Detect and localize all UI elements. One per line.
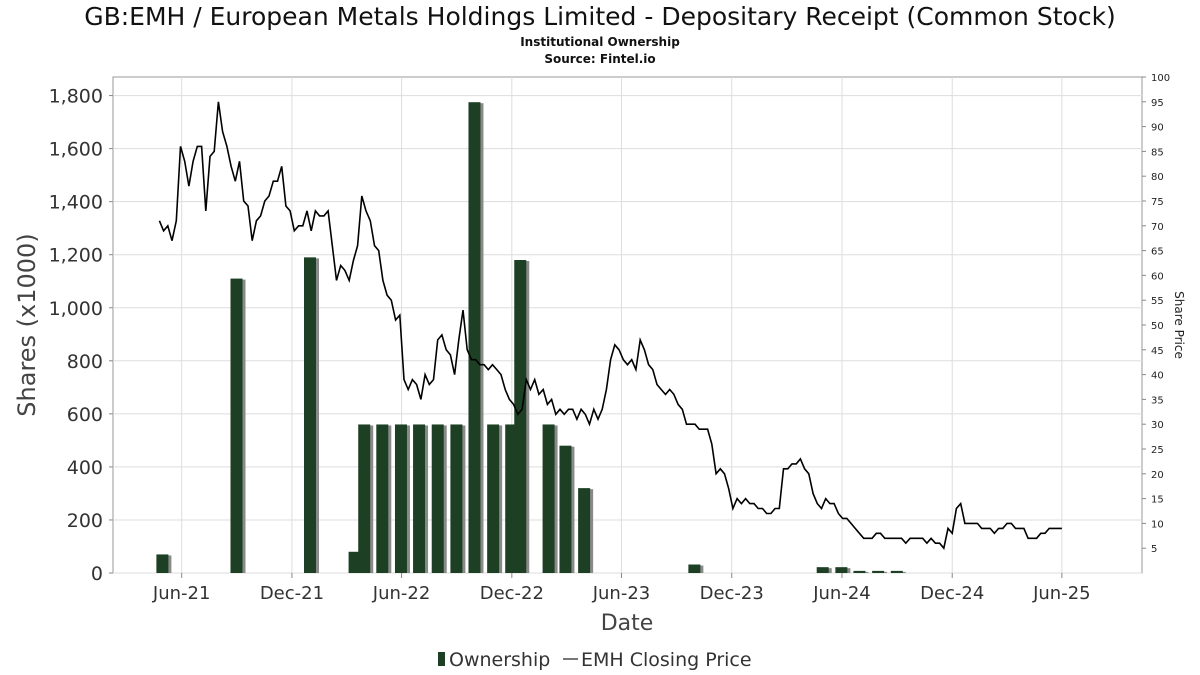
legend: Ownership EMH Closing Price (438, 649, 752, 671)
y2-tick-label: 30 (1151, 420, 1164, 431)
y2-tick-label: 90 (1151, 123, 1164, 134)
ownership-bar (816, 567, 829, 573)
ownership-bar (450, 424, 463, 573)
y2-tick-label: 50 (1151, 321, 1164, 332)
y-tick-label: 1,600 (49, 139, 103, 161)
ownership-bar (872, 570, 885, 573)
ownership-bars (156, 102, 906, 573)
y-tick-label: 1,800 (49, 86, 103, 108)
y2-tick-label: 65 (1151, 247, 1164, 258)
y-tick-label: 400 (67, 457, 103, 479)
ownership-bar (348, 551, 361, 573)
ownership-bar (542, 424, 555, 573)
x-tick-label: Jun-22 (372, 583, 431, 604)
y2-tick-label: 20 (1151, 470, 1164, 481)
x-tick-label: Dec-21 (260, 583, 324, 604)
y2-tick-label: 15 (1151, 495, 1164, 506)
price-line (158, 101, 1062, 550)
y-tick-label: 1,200 (49, 245, 103, 267)
ownership-bar (376, 424, 389, 573)
ownership-bar (468, 102, 481, 573)
x-tick-label: Dec-22 (480, 583, 544, 604)
x-axis-title: Date (601, 611, 654, 636)
x-tick-label: Dec-23 (700, 583, 764, 604)
legend-ownership-swatch (438, 652, 445, 666)
ownership-bar (505, 424, 518, 573)
y-tick-label: 200 (67, 510, 103, 532)
ownership-bar (514, 260, 527, 573)
ownership-bar (578, 488, 591, 573)
x-tick-label: Jun-24 (812, 583, 871, 604)
y2-axis-title: Share Price (1172, 291, 1186, 359)
ownership-bar (304, 257, 317, 573)
chart-subtitle: Institutional Ownership (520, 35, 680, 49)
plot-area (112, 76, 1143, 574)
y2-tick-label: 85 (1151, 147, 1164, 158)
grid-lines (113, 77, 1142, 574)
x-tick-label: Dec-24 (920, 583, 984, 604)
x-tick-label: Jun-21 (152, 583, 211, 604)
y-tick-label: 600 (67, 404, 103, 426)
y-axis-left-ticks: 0 200 400 600 800 1,000 1,200 1,400 1,600 1,800 (49, 86, 113, 585)
y2-tick-label: 100 (1151, 73, 1170, 84)
y2-tick-label: 40 (1151, 371, 1164, 382)
y2-tick-label: 75 (1151, 197, 1164, 208)
ownership-bar (688, 564, 701, 573)
ownership-bar (559, 445, 572, 573)
y2-tick-label: 55 (1151, 296, 1164, 307)
y-tick-label: 800 (67, 351, 103, 373)
y-axis-right-ticks: 5 10 15 20 25 30 35 40 45 50 55 60 65 70 75 80 85 90 95 100 (1142, 73, 1170, 555)
y-tick-label: 0 (91, 563, 103, 585)
y2-tick-label: 25 (1151, 445, 1164, 456)
y2-tick-label: 10 (1151, 519, 1164, 530)
y2-tick-label: 80 (1151, 172, 1164, 183)
chart-source: Source: Fintel.io (544, 52, 656, 66)
ownership-bar (835, 567, 848, 573)
legend-ownership-label: Ownership (449, 649, 550, 671)
y-tick-label: 1,000 (49, 298, 103, 320)
x-tick-label: Jun-23 (592, 583, 651, 604)
y-tick-label: 1,400 (49, 192, 103, 214)
ownership-bar (230, 278, 243, 573)
x-tick-label: Jun-25 (1032, 583, 1091, 604)
ownership-bar (394, 424, 407, 573)
y2-tick-label: 95 (1151, 98, 1164, 109)
ownership-bar (413, 424, 426, 573)
legend-price-label: EMH Closing Price (581, 649, 752, 671)
ownership-bar (853, 570, 866, 573)
y2-tick-label: 5 (1151, 544, 1157, 555)
ownership-bar (358, 424, 371, 573)
ownership-bar (156, 554, 169, 573)
x-axis-ticks: Jun-21 Dec-21 Jun-22 Dec-22 Jun-23 Dec-23 Jun-… (152, 573, 1091, 604)
ownership-bar (431, 424, 444, 573)
y-axis-title: Shares (x1000) (13, 233, 41, 416)
y2-tick-label: 35 (1151, 395, 1164, 406)
y2-tick-label: 70 (1151, 222, 1164, 233)
chart-title: GB:EMH / European Metals Holdings Limite… (84, 2, 1116, 31)
ownership-bar (487, 424, 500, 573)
ownership-bar (890, 570, 903, 573)
y2-tick-label: 45 (1151, 346, 1164, 357)
y2-tick-label: 60 (1151, 271, 1164, 282)
